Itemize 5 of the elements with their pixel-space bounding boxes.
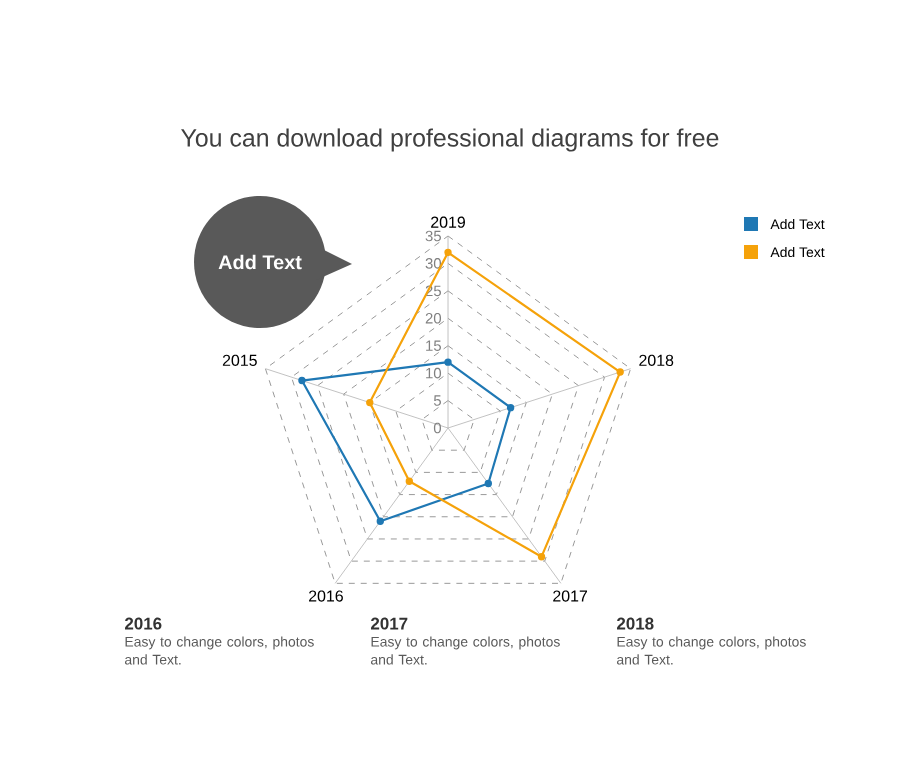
text: 2017 [371,617,408,630]
text: Add Text [218,254,302,270]
text: 2018 [617,617,654,630]
chart-subtitle: You can download professional diagrams for free [181,128,719,152]
text: 2016 [125,617,162,630]
